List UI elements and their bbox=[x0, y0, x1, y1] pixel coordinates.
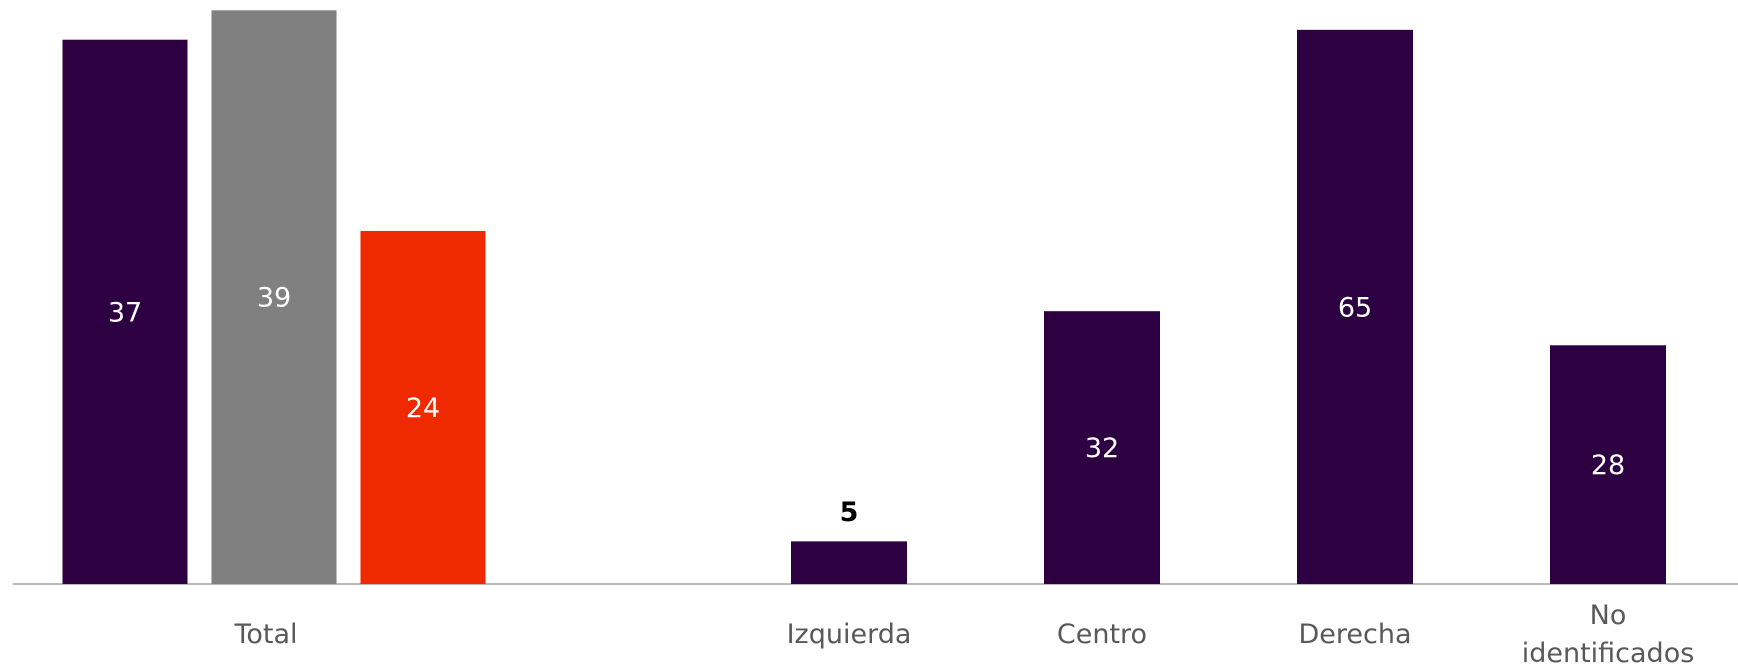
value-label: 37 bbox=[108, 297, 142, 328]
x-tick-label: Izquierda bbox=[786, 619, 912, 650]
bar bbox=[791, 541, 907, 584]
bar bbox=[360, 230, 486, 584]
bar bbox=[1297, 29, 1413, 584]
x-tick-label: Total bbox=[234, 619, 298, 650]
bar bbox=[62, 39, 188, 584]
x-tick-label: Derecha bbox=[1298, 619, 1412, 650]
value-label: 39 bbox=[257, 283, 291, 314]
bar bbox=[1550, 345, 1666, 584]
x-tick-label: No identificados bbox=[1521, 600, 1695, 668]
value-label: 24 bbox=[406, 393, 440, 424]
value-label: 5 bbox=[840, 497, 859, 528]
bar bbox=[1044, 311, 1160, 584]
bar bbox=[211, 10, 337, 584]
x-tick-label: Centro bbox=[1056, 619, 1148, 650]
value-label: 32 bbox=[1085, 433, 1119, 464]
value-label: 28 bbox=[1591, 450, 1625, 481]
value-label: 65 bbox=[1338, 292, 1372, 323]
